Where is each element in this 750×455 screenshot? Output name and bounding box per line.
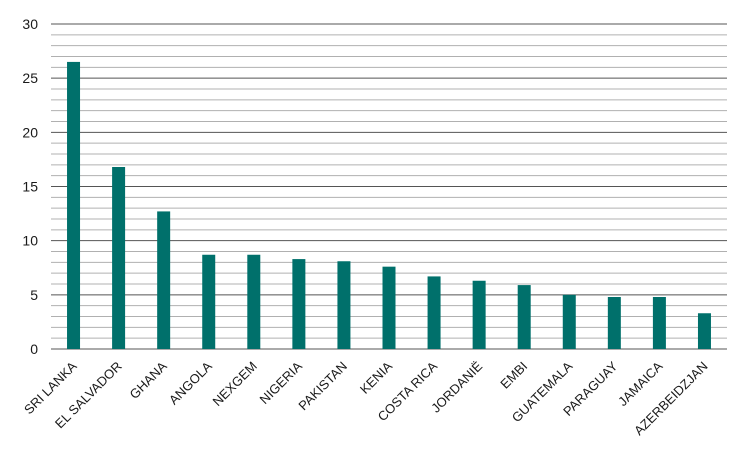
bar-11 xyxy=(562,294,576,349)
bar-8 xyxy=(427,276,441,349)
y-tick-label: 20 xyxy=(22,124,38,140)
bar-14 xyxy=(697,313,711,349)
bar-4 xyxy=(247,254,261,349)
x-tick-label: EMBI xyxy=(497,359,530,392)
bar-6 xyxy=(337,261,351,349)
y-axis-ticks: 0 5 10 15 20 25 30 xyxy=(22,16,38,357)
bar-3 xyxy=(202,254,216,349)
y-tick-label: 15 xyxy=(22,179,38,195)
bar-10 xyxy=(517,285,531,349)
bar-13 xyxy=(652,297,666,349)
y-tick-label: 5 xyxy=(30,287,38,303)
bar-12 xyxy=(607,297,621,349)
y-tick-label: 30 xyxy=(22,16,38,32)
x-tick-label: ANGOLA xyxy=(166,358,215,407)
bar-7 xyxy=(382,266,396,349)
bar-1 xyxy=(112,167,126,349)
y-tick-label: 10 xyxy=(22,233,38,249)
y-tick-label: 0 xyxy=(30,341,38,357)
bars xyxy=(67,61,711,350)
x-tick-label: NEXGEM xyxy=(209,359,259,409)
bar-5 xyxy=(292,259,306,349)
bar-2 xyxy=(157,211,171,349)
bar-0 xyxy=(67,61,81,350)
bar-9 xyxy=(472,280,486,349)
x-tick-label: GHANA xyxy=(126,358,170,402)
x-tick-label: PAKISTAN xyxy=(295,359,350,414)
x-tick-label: KENIA xyxy=(357,358,395,396)
y-tick-label: 25 xyxy=(22,70,38,86)
